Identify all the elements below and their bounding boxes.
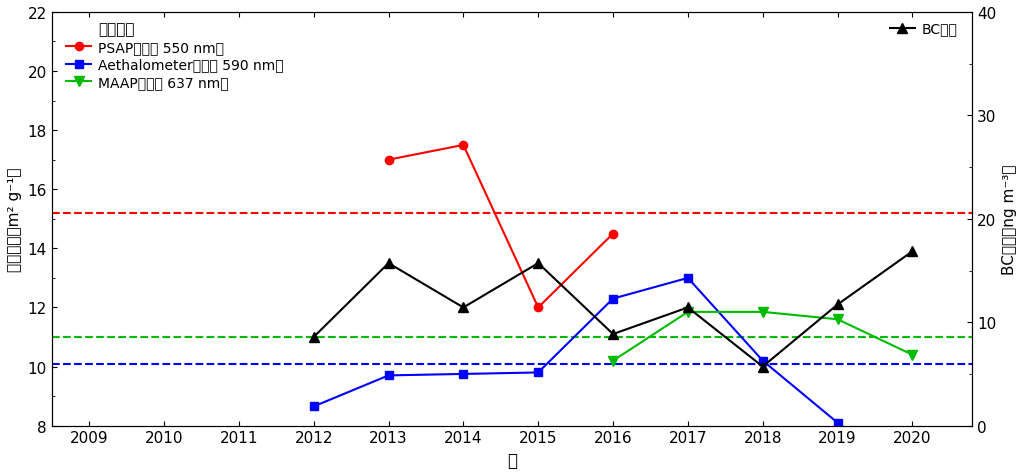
MAAP（波長 637 nm） xyxy=(607,358,620,364)
Line: Aethalometer（波長 590 nm）: Aethalometer（波長 590 nm） xyxy=(309,274,842,427)
Legend: BC濃度: BC濃度 xyxy=(884,17,963,42)
X-axis label: 年: 年 xyxy=(507,451,517,469)
PSAP（波長 550 nm） xyxy=(607,231,620,237)
MAAP（波長 637 nm） xyxy=(682,309,694,315)
Aethalometer（波長 590 nm） xyxy=(307,404,319,409)
Aethalometer（波長 590 nm） xyxy=(457,371,469,377)
Aethalometer（波長 590 nm） xyxy=(382,373,394,378)
Aethalometer（波長 590 nm） xyxy=(532,370,545,376)
MAAP（波長 637 nm） xyxy=(831,317,844,322)
PSAP（波長 550 nm） xyxy=(457,143,469,149)
PSAP（波長 550 nm） xyxy=(382,158,394,163)
MAAP（波長 637 nm） xyxy=(757,309,769,315)
Line: MAAP（波長 637 nm）: MAAP（波長 637 nm） xyxy=(608,307,918,366)
Line: PSAP（波長 550 nm）: PSAP（波長 550 nm） xyxy=(384,141,617,312)
Y-axis label: BC濃度（ng m⁻³）: BC濃度（ng m⁻³） xyxy=(1002,164,1017,275)
Aethalometer（波長 590 nm） xyxy=(607,296,620,302)
PSAP（波長 550 nm） xyxy=(532,305,545,311)
Aethalometer（波長 590 nm） xyxy=(682,276,694,281)
MAAP（波長 637 nm） xyxy=(906,352,919,358)
Y-axis label: 変換係数（m² g⁻¹）: 変換係数（m² g⁻¹） xyxy=(7,167,22,271)
Aethalometer（波長 590 nm） xyxy=(757,358,769,364)
Aethalometer（波長 590 nm） xyxy=(831,420,844,426)
